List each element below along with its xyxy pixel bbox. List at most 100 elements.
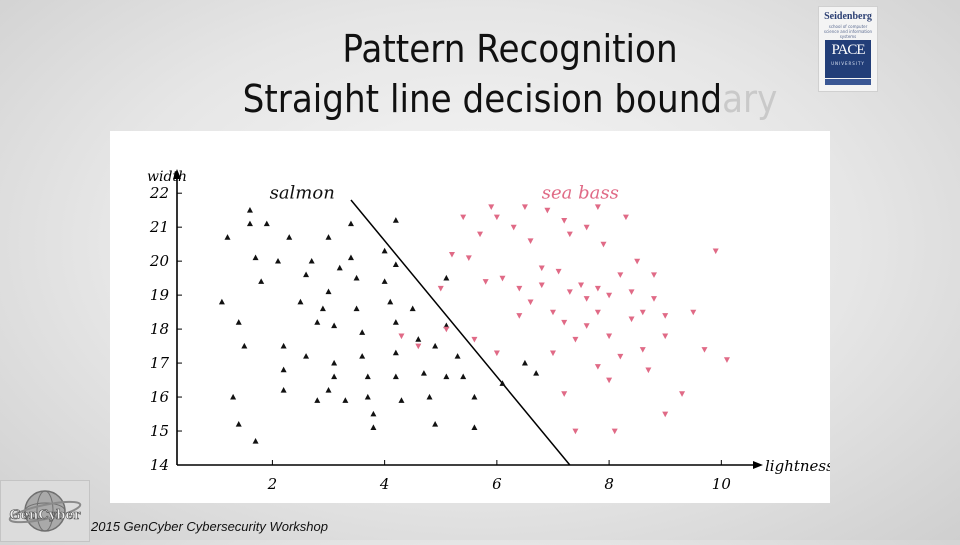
salmon-point <box>314 319 321 325</box>
salmon-point <box>443 373 450 380</box>
y-tick-label: 16 <box>150 388 170 406</box>
sea-bass-point <box>723 357 730 363</box>
salmon-point <box>426 393 433 400</box>
sea-bass-point <box>549 350 556 357</box>
sea-bass-point <box>566 231 573 238</box>
title-line-2: Straight line decision boundary <box>213 74 807 124</box>
sea-bass-point <box>606 377 613 384</box>
title-line-2-fade: ary <box>722 77 778 121</box>
salmon-point <box>319 305 326 312</box>
sea-bass-point <box>555 268 562 275</box>
salmon-point <box>258 278 265 284</box>
sea-bass-point <box>572 336 579 343</box>
salmon-point <box>454 353 461 359</box>
sea-bass-point <box>606 292 613 299</box>
sea-bass-point <box>594 285 601 292</box>
salmon-point <box>415 336 422 342</box>
salmon-point <box>314 397 321 403</box>
sea-bass-point <box>448 251 455 258</box>
sea-bass-point <box>516 313 523 319</box>
sea-bass-point <box>477 231 484 238</box>
salmon-point <box>364 393 371 400</box>
salmon-point <box>263 220 270 227</box>
salmon-point <box>252 254 259 261</box>
salmon-point <box>241 342 248 349</box>
salmon-point <box>308 257 315 264</box>
sea-bass-point <box>606 333 613 340</box>
salmon-point <box>246 220 253 227</box>
sea-bass-point <box>634 258 641 265</box>
sea-bass-point <box>549 309 556 316</box>
title-line-1: Pattern Recognition <box>342 27 678 71</box>
decision-boundary-line <box>350 199 571 466</box>
y-tick-label: 20 <box>149 252 170 270</box>
y-tick-label: 17 <box>150 354 170 372</box>
salmon-point <box>224 234 231 240</box>
salmon-point <box>359 329 366 335</box>
salmon-point <box>420 370 427 376</box>
chart-axes <box>173 169 763 469</box>
y-axis-arrow <box>173 169 181 179</box>
salmon-point <box>325 288 332 295</box>
salmon-point <box>364 373 371 380</box>
sea-bass-point <box>566 289 573 295</box>
y-tick-label: 15 <box>150 422 169 440</box>
salmon-point <box>280 366 287 373</box>
sea-bass-point <box>493 214 500 221</box>
sea-bass-point <box>544 207 551 214</box>
y-tick-label: 19 <box>150 286 170 304</box>
salmon-point <box>353 305 360 312</box>
salmon-point <box>252 438 259 444</box>
sea-bass-point <box>701 347 708 353</box>
sea-bass-point <box>611 428 618 435</box>
sea-bass-point <box>650 272 657 278</box>
sea-bass-point <box>437 285 444 292</box>
salmon-point <box>303 271 310 278</box>
sea-bass-point <box>510 224 517 231</box>
salmon-point <box>218 298 225 305</box>
salmon-point <box>409 305 416 312</box>
sea-bass-point <box>622 214 629 221</box>
sea-bass-point <box>527 238 534 244</box>
gencyber-logo-text: GenCyber <box>10 508 81 523</box>
x-tick-label: 10 <box>712 475 732 493</box>
sea-bass-point <box>594 309 601 316</box>
salmon-point <box>235 319 242 325</box>
chart-points <box>218 204 730 444</box>
x-tick-label: 2 <box>267 475 278 493</box>
sea-bass-point <box>600 241 607 248</box>
salmon-point <box>235 421 242 427</box>
sea-bass-point <box>538 265 545 272</box>
salmon-point <box>353 274 360 281</box>
salmon-point <box>359 353 366 359</box>
x-tick-label: 6 <box>492 475 502 493</box>
y-tick-label: 22 <box>149 184 169 202</box>
sea-bass-point <box>443 326 450 333</box>
sea-bass-point <box>712 248 719 255</box>
sea-bass-point <box>572 428 579 435</box>
salmon-point <box>521 359 528 366</box>
x-tick-label: 4 <box>379 475 390 493</box>
salmon-point <box>347 220 354 227</box>
y-tick-label: 14 <box>150 456 169 474</box>
salmon-point <box>499 380 506 386</box>
salmon-point <box>230 393 237 400</box>
sea-bass-point <box>639 309 646 316</box>
decision-boundary-group <box>350 199 571 466</box>
sea-bass-series-label: sea bass <box>542 182 619 203</box>
salmon-point <box>471 393 478 400</box>
salmon-point <box>280 342 287 349</box>
x-axis-arrow <box>753 461 763 469</box>
sea-bass-point <box>482 279 489 285</box>
salmon-point <box>246 206 253 213</box>
logo-school-name: Seidenberg <box>824 11 872 22</box>
sea-bass-point <box>650 296 657 302</box>
salmon-point <box>325 234 332 240</box>
pace-logo-subtext: UNIVERSITY <box>831 61 865 66</box>
y-axis-label: width <box>147 169 187 185</box>
salmon-point <box>331 359 338 366</box>
salmon-point <box>392 349 399 356</box>
salmon-point <box>533 370 540 376</box>
sea-bass-point <box>594 204 601 210</box>
salmon-point <box>286 234 293 240</box>
